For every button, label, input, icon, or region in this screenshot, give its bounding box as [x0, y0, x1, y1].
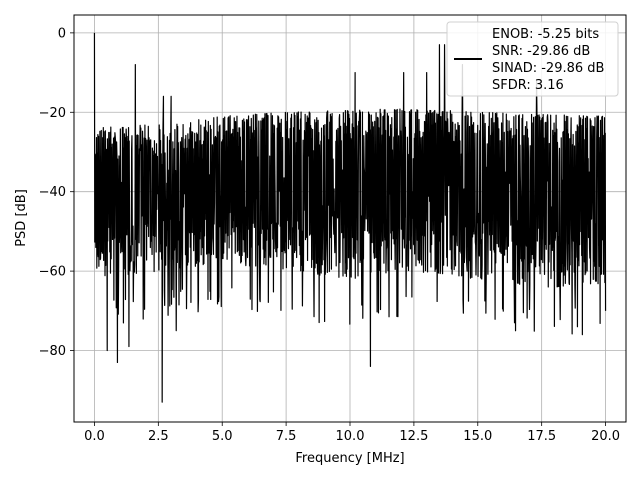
legend-entry-sinad: SINAD: -29.86 dB [492, 61, 604, 76]
x-tick-label: 2.5 [148, 429, 169, 444]
x-tick-label: 12.5 [399, 429, 428, 444]
y-tick-label: 0 [58, 26, 66, 41]
y-tick-label: −60 [39, 265, 66, 280]
x-tick-label: 10.0 [336, 429, 365, 444]
x-tick-label: 0.0 [84, 429, 105, 444]
ticks: 0.0 2.5 5.0 7.5 10.0 12.5 15.0 17.5 20.0 0 −20 −40 −… [39, 26, 620, 444]
legend-entry-sfdr: SFDR: 3.16 [492, 78, 564, 93]
y-tick-label: −20 [39, 106, 66, 121]
legend-entry-enob: ENOB: -5.25 bits [492, 27, 599, 42]
x-tick-label: 20.0 [591, 429, 620, 444]
x-tick-label: 17.5 [527, 429, 556, 444]
x-tick-label: 7.5 [276, 429, 297, 444]
x-tick-label: 15.0 [463, 429, 492, 444]
x-tick-label: 5.0 [212, 429, 233, 444]
y-axis-label: PSD [dB] [14, 189, 29, 247]
plot-area [93, 32, 607, 403]
y-tick-label: −80 [39, 344, 66, 359]
legend: ENOB: -5.25 bits SNR: -29.86 dB SINAD: -… [446, 21, 619, 97]
psd-series-line [93, 32, 607, 403]
x-axis-label: Frequency [MHz] [295, 451, 404, 466]
legend-box [446, 21, 619, 97]
y-tick-label: −40 [39, 185, 66, 200]
legend-entry-snr: SNR: -29.86 dB [492, 44, 590, 59]
